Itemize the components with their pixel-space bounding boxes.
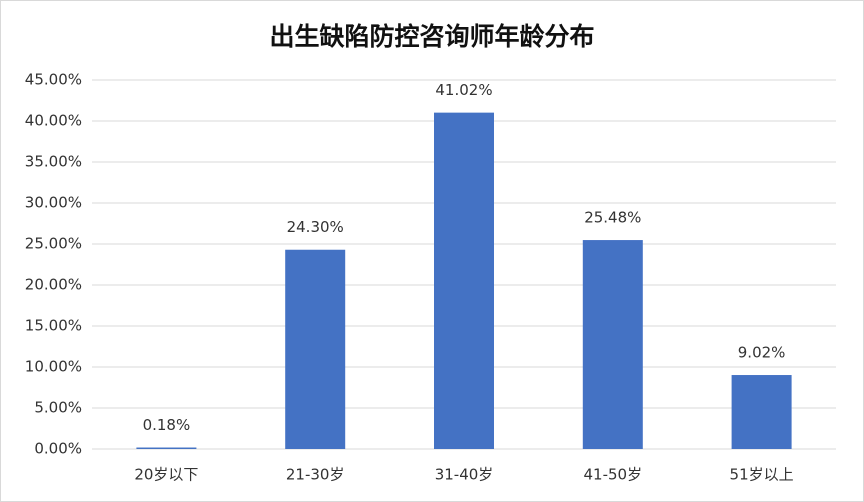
x-tick-label: 20岁以下 xyxy=(134,466,198,484)
value-label: 41.02% xyxy=(435,81,492,99)
y-tick-label: 0.00% xyxy=(34,440,82,458)
y-tick-label: 10.00% xyxy=(25,358,82,376)
bar xyxy=(582,240,643,449)
y-tick-label: 40.00% xyxy=(25,112,82,130)
bar xyxy=(434,112,494,450)
bar xyxy=(285,249,346,449)
x-tick-label: 51岁以上 xyxy=(730,466,794,484)
y-tick-label: 15.00% xyxy=(25,317,82,335)
value-label: 25.48% xyxy=(584,209,641,227)
chart-title: 出生缺陷防控咨询师年龄分布 xyxy=(269,22,594,51)
y-tick-label: 25.00% xyxy=(25,235,82,253)
y-tick-label: 45.00% xyxy=(25,71,82,89)
bar xyxy=(136,447,197,449)
y-tick-label: 5.00% xyxy=(34,399,82,417)
y-tick-label: 20.00% xyxy=(25,276,82,294)
value-label: 24.30% xyxy=(287,218,344,236)
x-tick-label: 21-30岁 xyxy=(286,466,345,484)
y-tick-label: 35.00% xyxy=(25,153,82,171)
value-label: 0.18% xyxy=(143,416,191,434)
y-tick-label: 30.00% xyxy=(25,194,82,212)
x-tick-label: 31-40岁 xyxy=(435,466,494,484)
x-tick-label: 41-50岁 xyxy=(584,466,643,484)
value-label: 9.02% xyxy=(738,344,786,362)
bar xyxy=(731,375,792,449)
